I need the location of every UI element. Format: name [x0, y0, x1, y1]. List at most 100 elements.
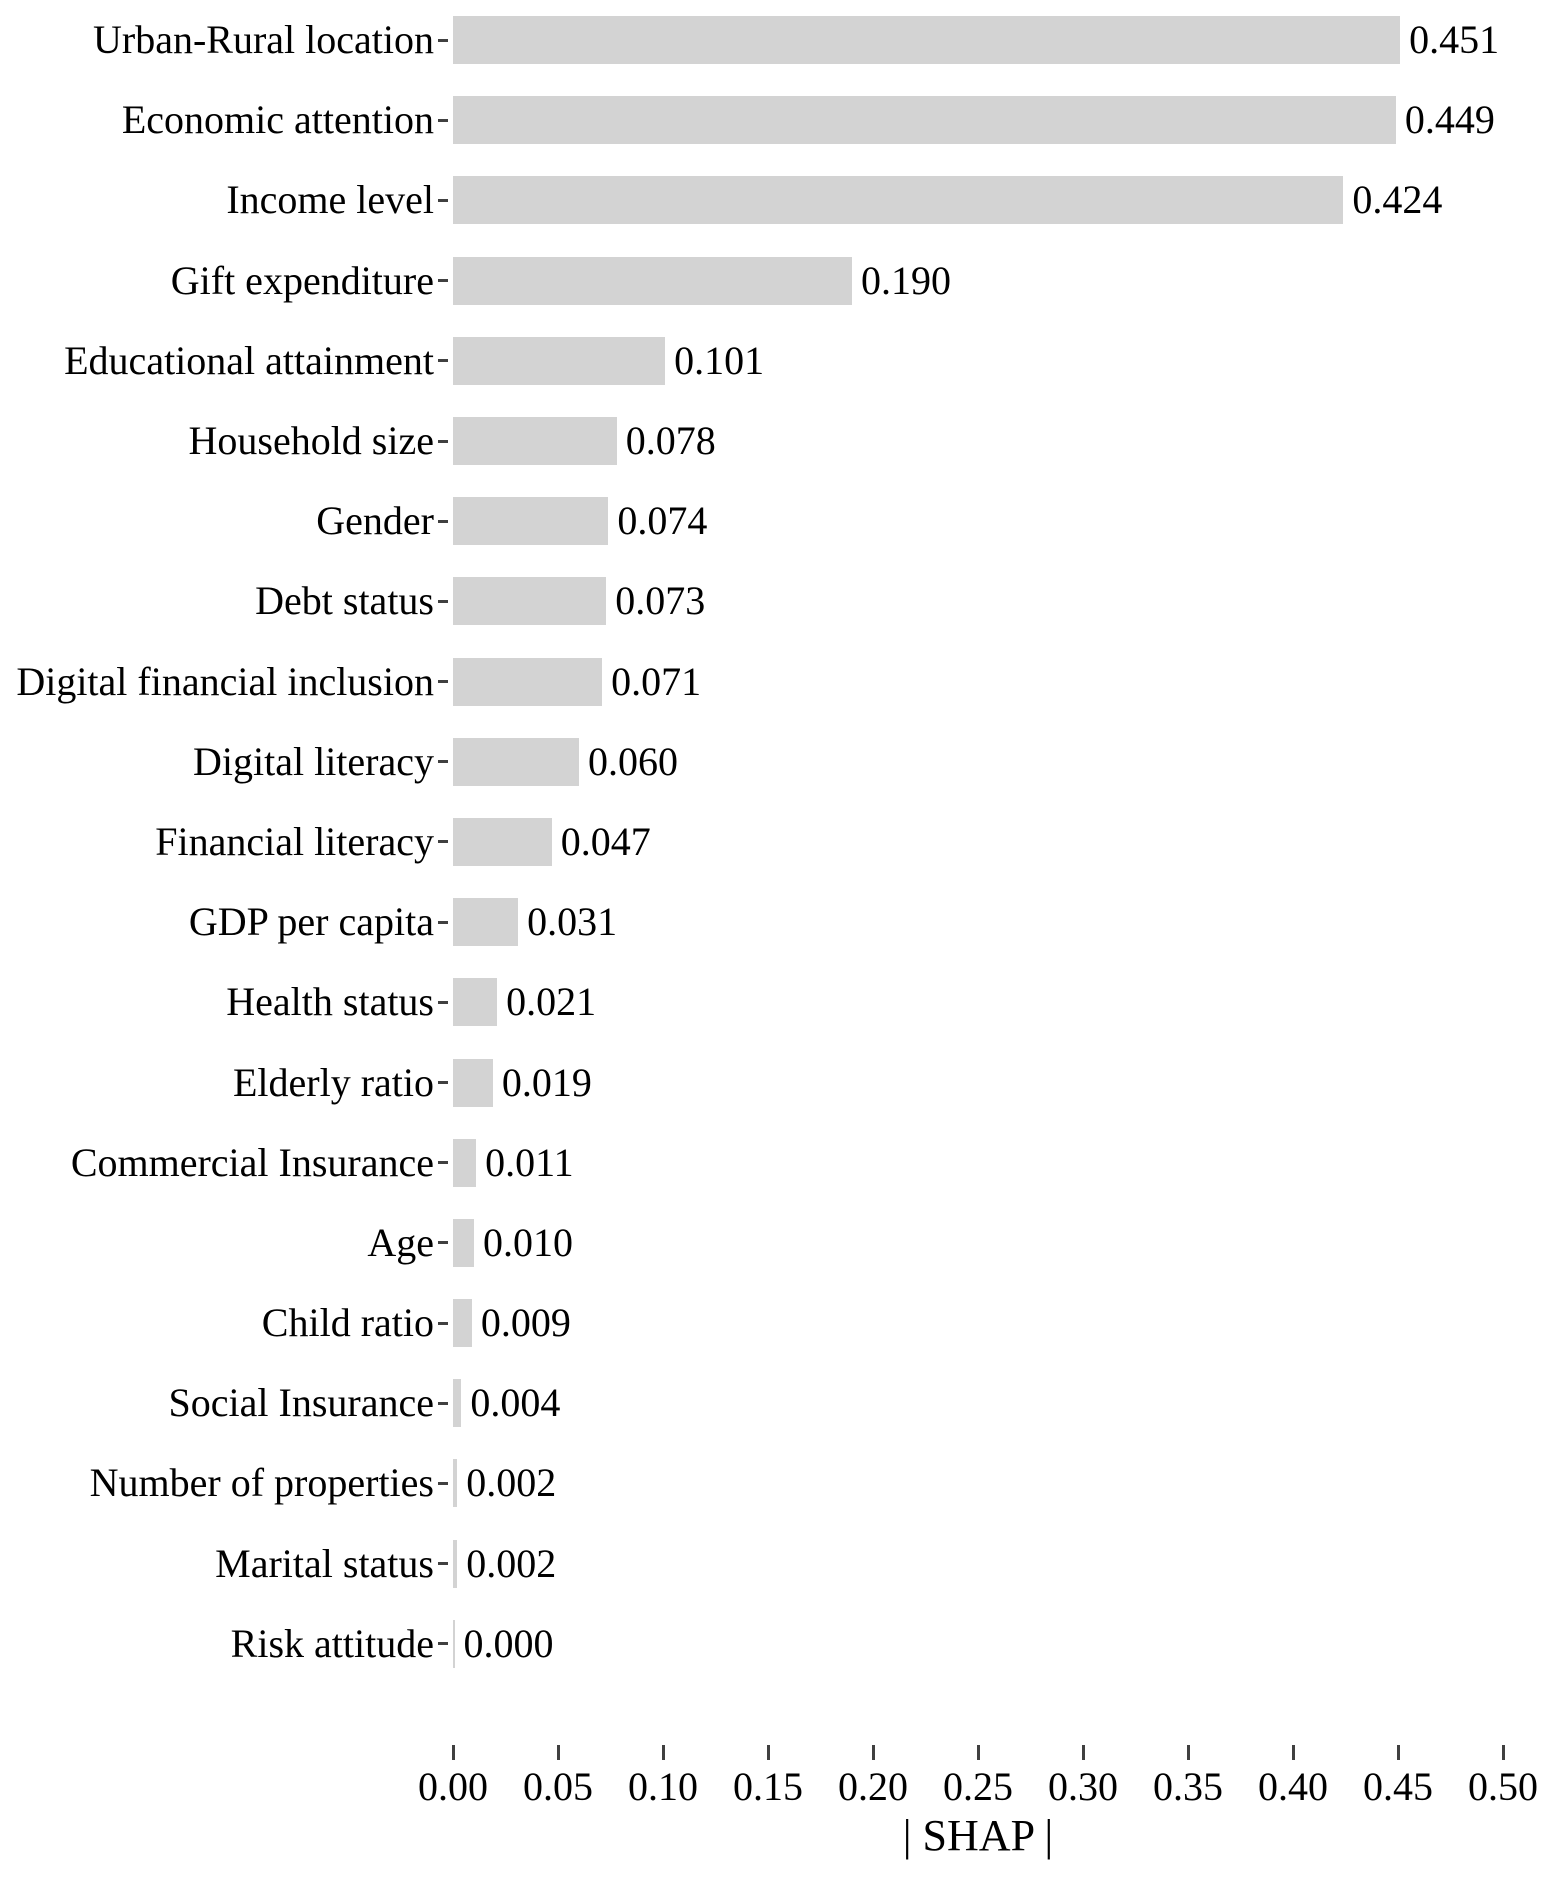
bar	[453, 1058, 493, 1107]
value-label: 0.078	[625, 418, 716, 464]
y-tick-mark	[438, 1000, 448, 1004]
category-label: Elderly ratio	[232, 1059, 434, 1105]
value-label: 0.002	[466, 1460, 557, 1506]
bar-row: GDP per capita 0.031	[0, 882, 1552, 962]
x-tick-mark	[871, 1745, 875, 1760]
value-label: 0.047	[560, 818, 651, 864]
y-tick-mark	[438, 279, 448, 283]
x-tick-label: 0.15	[733, 1764, 803, 1809]
value-label: 0.073	[615, 578, 706, 624]
category-label: Financial literacy	[155, 818, 434, 864]
y-tick-mark	[438, 680, 448, 684]
bar	[453, 497, 609, 546]
y-tick-mark	[438, 1241, 448, 1245]
bar	[453, 1138, 477, 1187]
y-tick-mark	[438, 1642, 448, 1646]
bar	[453, 817, 552, 866]
bar	[453, 1539, 458, 1588]
bar-row: Number of properties 0.002	[0, 1443, 1552, 1523]
category-label: Child ratio	[261, 1300, 434, 1346]
value-label: 0.031	[527, 899, 618, 945]
bar-zone: 0.449	[453, 80, 1552, 160]
bar-row: Risk attitude 0.000	[0, 1604, 1552, 1684]
bar	[453, 1379, 462, 1428]
bar-zone: 0.009	[453, 1283, 1552, 1363]
bar	[453, 577, 607, 626]
x-tick-label: 0.50	[1468, 1764, 1538, 1809]
value-label: 0.449	[1404, 97, 1495, 143]
bar-zone: 0.078	[453, 401, 1552, 481]
x-tick-label: 0.00	[418, 1764, 488, 1809]
bar	[453, 256, 852, 305]
category-label: Social Insurance	[168, 1380, 434, 1426]
y-tick-mark	[438, 1401, 448, 1405]
bar	[453, 176, 1344, 225]
y-tick-mark	[438, 1481, 448, 1485]
x-tick-label: 0.35	[1153, 1764, 1223, 1809]
value-label: 0.019	[501, 1059, 592, 1105]
bar	[453, 657, 603, 706]
bar-row: Financial literacy 0.047	[0, 802, 1552, 882]
bar-row: Urban-Rural location 0.451	[0, 0, 1552, 80]
x-tick-mark	[1501, 1745, 1505, 1760]
bar-zone: 0.047	[453, 802, 1552, 882]
x-tick-label: 0.10	[628, 1764, 698, 1809]
x-tick-mark	[1396, 1745, 1400, 1760]
y-tick-mark	[438, 359, 448, 363]
bar-row: Gift expenditure 0.190	[0, 241, 1552, 321]
bar	[453, 1459, 458, 1508]
y-tick-mark	[438, 1081, 448, 1085]
bar-zone: 0.000	[453, 1604, 1552, 1684]
category-label: Debt status	[255, 578, 434, 624]
x-tick-mark	[1291, 1745, 1295, 1760]
category-label: Gender	[316, 498, 434, 544]
bar-zone: 0.019	[453, 1042, 1552, 1122]
bar-row: Health status 0.021	[0, 962, 1552, 1042]
bar-row: Gender 0.074	[0, 481, 1552, 561]
bar-zone: 0.021	[453, 962, 1552, 1042]
x-tick-label: 0.45	[1363, 1764, 1433, 1809]
value-label: 0.010	[483, 1219, 573, 1265]
bar-row: Household size 0.078	[0, 401, 1552, 481]
category-label: Digital literacy	[192, 738, 434, 784]
category-label: Gift expenditure	[170, 257, 434, 303]
bar-zone: 0.004	[453, 1363, 1552, 1443]
category-label: Commercial Insurance	[70, 1139, 434, 1185]
value-label: 0.011	[485, 1139, 574, 1185]
x-tick-label: 0.20	[838, 1764, 908, 1809]
bar-row: Income level 0.424	[0, 160, 1552, 240]
bar	[453, 737, 579, 786]
bar	[453, 1218, 474, 1267]
value-label: 0.004	[470, 1380, 561, 1426]
category-label: Marital status	[215, 1540, 434, 1586]
bar-row: Economic attention 0.449	[0, 80, 1552, 160]
bar-zone: 0.010	[453, 1203, 1552, 1283]
value-label: 0.071	[611, 658, 702, 704]
y-tick-mark	[438, 920, 448, 924]
y-tick-mark	[438, 1161, 448, 1165]
category-label: Number of properties	[89, 1460, 434, 1506]
x-axis-title: | SHAP |	[902, 1811, 1054, 1860]
x-tick-label: 0.40	[1258, 1764, 1328, 1809]
bar-row: Educational attainment 0.101	[0, 321, 1552, 401]
bar	[453, 898, 519, 947]
x-tick-label: 0.05	[523, 1764, 593, 1809]
x-tick-label: 0.30	[1048, 1764, 1118, 1809]
bar	[453, 978, 498, 1027]
value-label: 0.002	[466, 1540, 557, 1586]
category-label: Health status	[226, 979, 434, 1025]
category-label: Risk attitude	[230, 1620, 434, 1666]
category-label: Household size	[188, 418, 434, 464]
x-tick-mark	[1081, 1745, 1085, 1760]
bar	[453, 1619, 455, 1668]
y-tick-mark	[438, 1562, 448, 1566]
x-tick-mark	[976, 1745, 980, 1760]
x-tick-mark	[1186, 1745, 1190, 1760]
x-axis: 0.00 0.05 0.10 0.15 0.20 0.25 0.30 0.35 0.40 0.45…	[0, 1745, 1552, 1825]
x-tick-label: 0.25	[943, 1764, 1013, 1809]
bar-row: Commercial Insurance 0.011	[0, 1123, 1552, 1203]
category-label: Urban-Rural location	[93, 17, 434, 63]
value-label: 0.000	[463, 1620, 554, 1666]
bar	[453, 16, 1401, 65]
